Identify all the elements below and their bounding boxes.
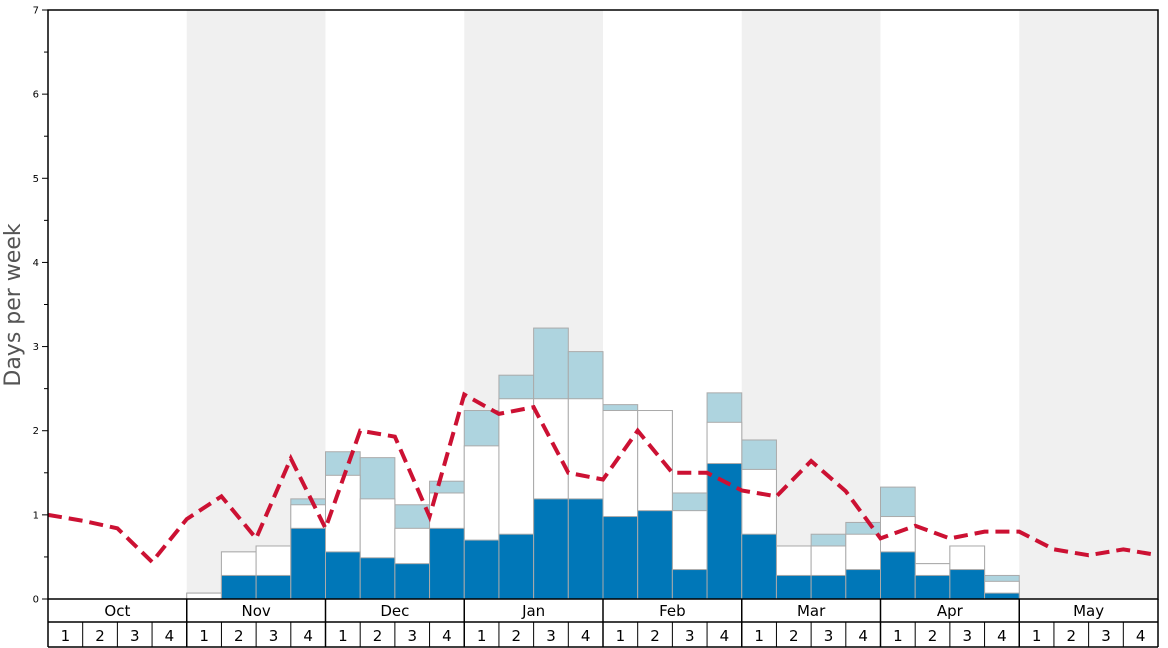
month-label-oct: Oct xyxy=(104,602,130,620)
week-label-dec-1: 1 xyxy=(338,627,348,645)
bar-dark-6 xyxy=(255,574,292,600)
bar-dark-20 xyxy=(741,533,777,600)
month-label-jan: Jan xyxy=(521,602,545,620)
week-label-feb-2: 2 xyxy=(650,627,660,645)
y-tick-label-6: 6 xyxy=(33,90,39,101)
week-label-jan-4: 4 xyxy=(581,627,591,645)
month-bands xyxy=(186,10,1158,599)
month-band-may xyxy=(1019,10,1158,599)
week-label-feb-1: 1 xyxy=(616,627,626,645)
week-label-oct-3: 3 xyxy=(130,627,140,645)
bar-dark-11 xyxy=(429,527,465,600)
month-label-mar: Mar xyxy=(797,602,826,620)
bar-dark-15 xyxy=(567,498,604,600)
y-tick-label-1: 1 xyxy=(33,510,39,521)
bar-dark-22 xyxy=(810,574,847,600)
week-label-may-1: 1 xyxy=(1032,627,1042,645)
bar-dark-17 xyxy=(637,510,673,600)
week-label-nov-1: 1 xyxy=(199,627,209,645)
bar-dark-5 xyxy=(220,574,257,600)
y-axis: 0 1 2 3 4 5 6 7 xyxy=(33,6,48,606)
y-tick-label-2: 2 xyxy=(33,426,39,437)
week-label-nov-3: 3 xyxy=(269,627,279,645)
month-label-apr: Apr xyxy=(937,602,964,620)
y-tick-label-5: 5 xyxy=(33,174,39,185)
bar-dark-21 xyxy=(775,574,812,600)
bar-dark-14 xyxy=(533,498,569,600)
bar-dark-7 xyxy=(290,527,326,600)
month-label-dec: Dec xyxy=(380,602,409,620)
trend-line-path xyxy=(47,391,1159,565)
bar-dark-24 xyxy=(880,551,916,600)
week-label-apr-4: 4 xyxy=(997,627,1007,645)
trend-line xyxy=(47,391,1159,565)
y-tick-label-3: 3 xyxy=(33,342,39,353)
bar-dark-25 xyxy=(914,574,951,600)
month-label-may: May xyxy=(1073,602,1104,620)
month-label-nov: Nov xyxy=(241,602,270,620)
week-label-may-4: 4 xyxy=(1136,627,1146,645)
month-label-feb: Feb xyxy=(659,602,686,620)
bar-dark-12 xyxy=(463,539,500,600)
week-label-apr-2: 2 xyxy=(928,627,938,645)
week-label-dec-4: 4 xyxy=(442,627,452,645)
bar-dark-13 xyxy=(498,533,535,600)
week-label-nov-4: 4 xyxy=(303,627,313,645)
week-label-oct-1: 1 xyxy=(61,627,71,645)
week-label-feb-3: 3 xyxy=(685,627,695,645)
week-label-feb-4: 4 xyxy=(720,627,730,645)
week-label-mar-4: 4 xyxy=(858,627,868,645)
week-label-mar-3: 3 xyxy=(824,627,834,645)
week-label-oct-2: 2 xyxy=(95,627,105,645)
bar-dark-16 xyxy=(602,516,639,600)
week-label-jan-2: 2 xyxy=(512,627,522,645)
y-axis-label: Days per week xyxy=(1,223,26,386)
bar-dark-26 xyxy=(949,569,986,600)
bar-dark-19 xyxy=(706,463,743,600)
week-label-mar-2: 2 xyxy=(789,627,799,645)
week-label-nov-2: 2 xyxy=(234,627,244,645)
bar-dark-23 xyxy=(845,569,881,600)
week-label-apr-3: 3 xyxy=(962,627,972,645)
week-label-oct-4: 4 xyxy=(165,627,175,645)
y-tick-label-4: 4 xyxy=(33,258,39,269)
week-label-jan-3: 3 xyxy=(546,627,556,645)
week-label-may-3: 3 xyxy=(1101,627,1111,645)
bar-white-4 xyxy=(186,592,222,600)
bars xyxy=(186,327,1020,600)
bar-dark-18 xyxy=(671,569,708,600)
week-label-may-2: 2 xyxy=(1067,627,1077,645)
bar-dark-27 xyxy=(984,592,1020,600)
x-axis: Oct 1 2 3 4 Nov 1 2 3 4 Dec 1 2 3 4 Jan 1 2 3 4 Feb 1 2 3 4 Mar 1 2… xyxy=(47,599,1159,648)
week-label-apr-1: 1 xyxy=(893,627,903,645)
bar-dark-8 xyxy=(325,551,361,600)
week-label-mar-1: 1 xyxy=(754,627,764,645)
week-label-dec-2: 2 xyxy=(373,627,383,645)
y-tick-label-7: 7 xyxy=(33,6,39,17)
bar-dark-10 xyxy=(394,563,431,600)
week-label-dec-3: 3 xyxy=(407,627,417,645)
y-tick-label-0: 0 xyxy=(33,595,39,606)
week-label-jan-1: 1 xyxy=(477,627,487,645)
bar-dark-9 xyxy=(359,557,396,600)
